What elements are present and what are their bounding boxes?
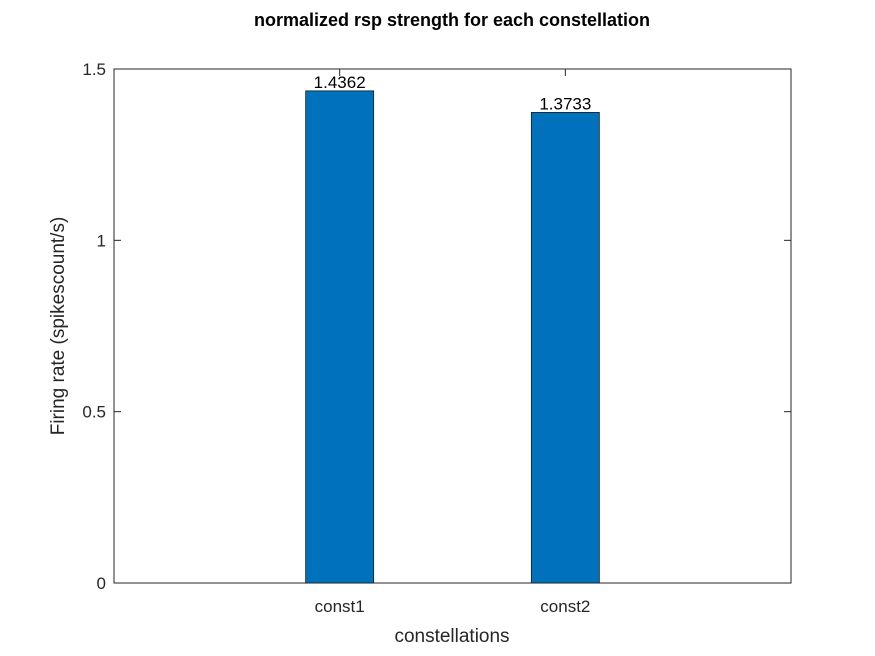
x-axis-label: constellations xyxy=(394,626,509,647)
chart-title: normalized rsp strength for each constel… xyxy=(254,10,650,30)
y-axis-ticks: 0 0.5 1 1.5 xyxy=(82,60,791,593)
plot-area xyxy=(113,68,792,584)
y-axis-label: Firing rate (spikescount/s) xyxy=(48,217,69,436)
y-tick-label: 1.5 xyxy=(82,60,106,79)
data-label-const2: 1.3733 xyxy=(539,94,591,113)
bar-const1 xyxy=(305,90,375,584)
y-tick-label: 0.5 xyxy=(82,403,106,422)
data-labels: 1.4362 1.3733 xyxy=(314,73,592,114)
x-tick-label-const2: const2 xyxy=(540,597,590,616)
bars xyxy=(305,90,600,584)
data-label-const1: 1.4362 xyxy=(314,73,366,92)
y-tick-label: 0 xyxy=(97,574,106,593)
bar-const2 xyxy=(530,112,600,584)
x-tick-label-const1: const1 xyxy=(315,597,365,616)
y-tick-label: 1 xyxy=(97,231,106,250)
